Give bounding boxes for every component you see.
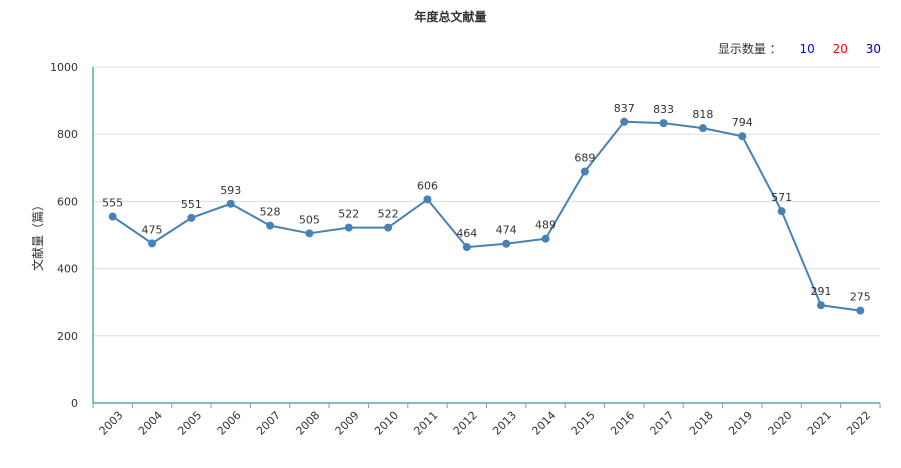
- data-point: [266, 221, 275, 230]
- x-tick-label: 2020: [766, 409, 795, 438]
- x-tick-label: 2011: [411, 409, 440, 438]
- data-point: [659, 119, 668, 128]
- data-label: 528: [260, 206, 281, 219]
- x-tick-label: 2015: [569, 409, 598, 438]
- y-tick-label: 200: [57, 330, 78, 343]
- data-label: 522: [338, 208, 359, 221]
- data-label: 571: [771, 191, 792, 204]
- data-point: [502, 239, 511, 248]
- data-point: [620, 117, 629, 126]
- data-label: 475: [142, 223, 163, 236]
- data-point: [108, 212, 117, 221]
- y-tick-label: 400: [57, 263, 78, 276]
- x-tick-label: 2009: [333, 409, 362, 438]
- data-point: [423, 195, 432, 204]
- x-tick-label: 2003: [97, 409, 126, 438]
- data-label: 689: [574, 151, 595, 164]
- data-label: 794: [732, 116, 753, 129]
- data-label: 555: [102, 197, 123, 210]
- data-point: [187, 213, 196, 222]
- display-count-10-option[interactable]: 10: [799, 42, 815, 56]
- display-count-20-option[interactable]: 20: [832, 42, 848, 56]
- data-label: 505: [299, 213, 320, 226]
- data-point: [305, 229, 314, 238]
- x-tick-label: 2012: [451, 409, 480, 438]
- data-point: [384, 223, 393, 232]
- grid-lines: [93, 66, 880, 337]
- y-tick-label: 800: [57, 128, 78, 141]
- x-tick-label: 2019: [726, 409, 755, 438]
- data-point: [856, 306, 865, 315]
- x-axis-ticks: 2003 2004 2005 2006 2007 2008 2009 2010 2011 2012…: [92, 403, 881, 438]
- data-label: 275: [850, 291, 871, 304]
- data-label: 551: [181, 198, 202, 211]
- x-tick-label: 2022: [844, 409, 873, 438]
- data-point: [148, 239, 157, 248]
- display-count-label: 显示数量 ：: [717, 42, 782, 56]
- data-label: 474: [496, 224, 517, 237]
- display-count-switch: 显示数量 ： 10 20 30: [718, 40, 881, 57]
- data-point: [541, 234, 550, 243]
- y-axis-ticks: 0 200 400 600 800 1000: [50, 61, 78, 410]
- x-tick-label: 2007: [254, 409, 283, 438]
- data-point: [462, 243, 471, 252]
- y-tick-label: 1000: [50, 61, 78, 74]
- x-tick-label: 2014: [529, 409, 558, 438]
- data-label: 522: [378, 208, 399, 221]
- y-tick-label: 600: [57, 195, 78, 208]
- data-point: [226, 199, 235, 208]
- data-point: [816, 301, 825, 310]
- y-tick-label: 0: [71, 397, 78, 410]
- x-tick-label: 2021: [805, 409, 834, 438]
- data-label: 833: [653, 103, 674, 116]
- data-point: [344, 223, 353, 232]
- x-tick-label: 2016: [608, 409, 637, 438]
- x-tick-label: 2005: [175, 409, 204, 438]
- x-tick-label: 2010: [372, 409, 401, 438]
- x-tick-label: 2017: [648, 409, 677, 438]
- x-tick-label: 2013: [490, 409, 519, 438]
- data-point: [738, 132, 747, 141]
- data-label: 291: [810, 285, 831, 298]
- axes: [92, 67, 880, 404]
- series-total-documents: 555 475 551 593 528 505 522 522 606 464 474 489 689 8…: [102, 102, 871, 315]
- x-tick-label: 2006: [215, 409, 244, 438]
- display-count-30-option[interactable]: 30: [865, 42, 881, 56]
- data-point: [580, 167, 589, 176]
- chart-title: 年度总文献量: [414, 10, 487, 24]
- data-point: [777, 207, 786, 216]
- x-tick-label: 2008: [293, 409, 322, 438]
- data-label: 593: [220, 184, 241, 197]
- x-tick-label: 2004: [136, 409, 165, 438]
- series-line: [112, 120, 861, 312]
- y-axis-title: 文献量（篇）: [30, 199, 45, 271]
- data-point: [698, 124, 707, 133]
- data-label: 464: [456, 227, 477, 240]
- data-label: 489: [535, 219, 556, 232]
- data-label: 606: [417, 179, 438, 192]
- x-tick-label: 2018: [687, 409, 716, 438]
- data-label: 818: [692, 108, 713, 121]
- data-label: 837: [614, 102, 635, 115]
